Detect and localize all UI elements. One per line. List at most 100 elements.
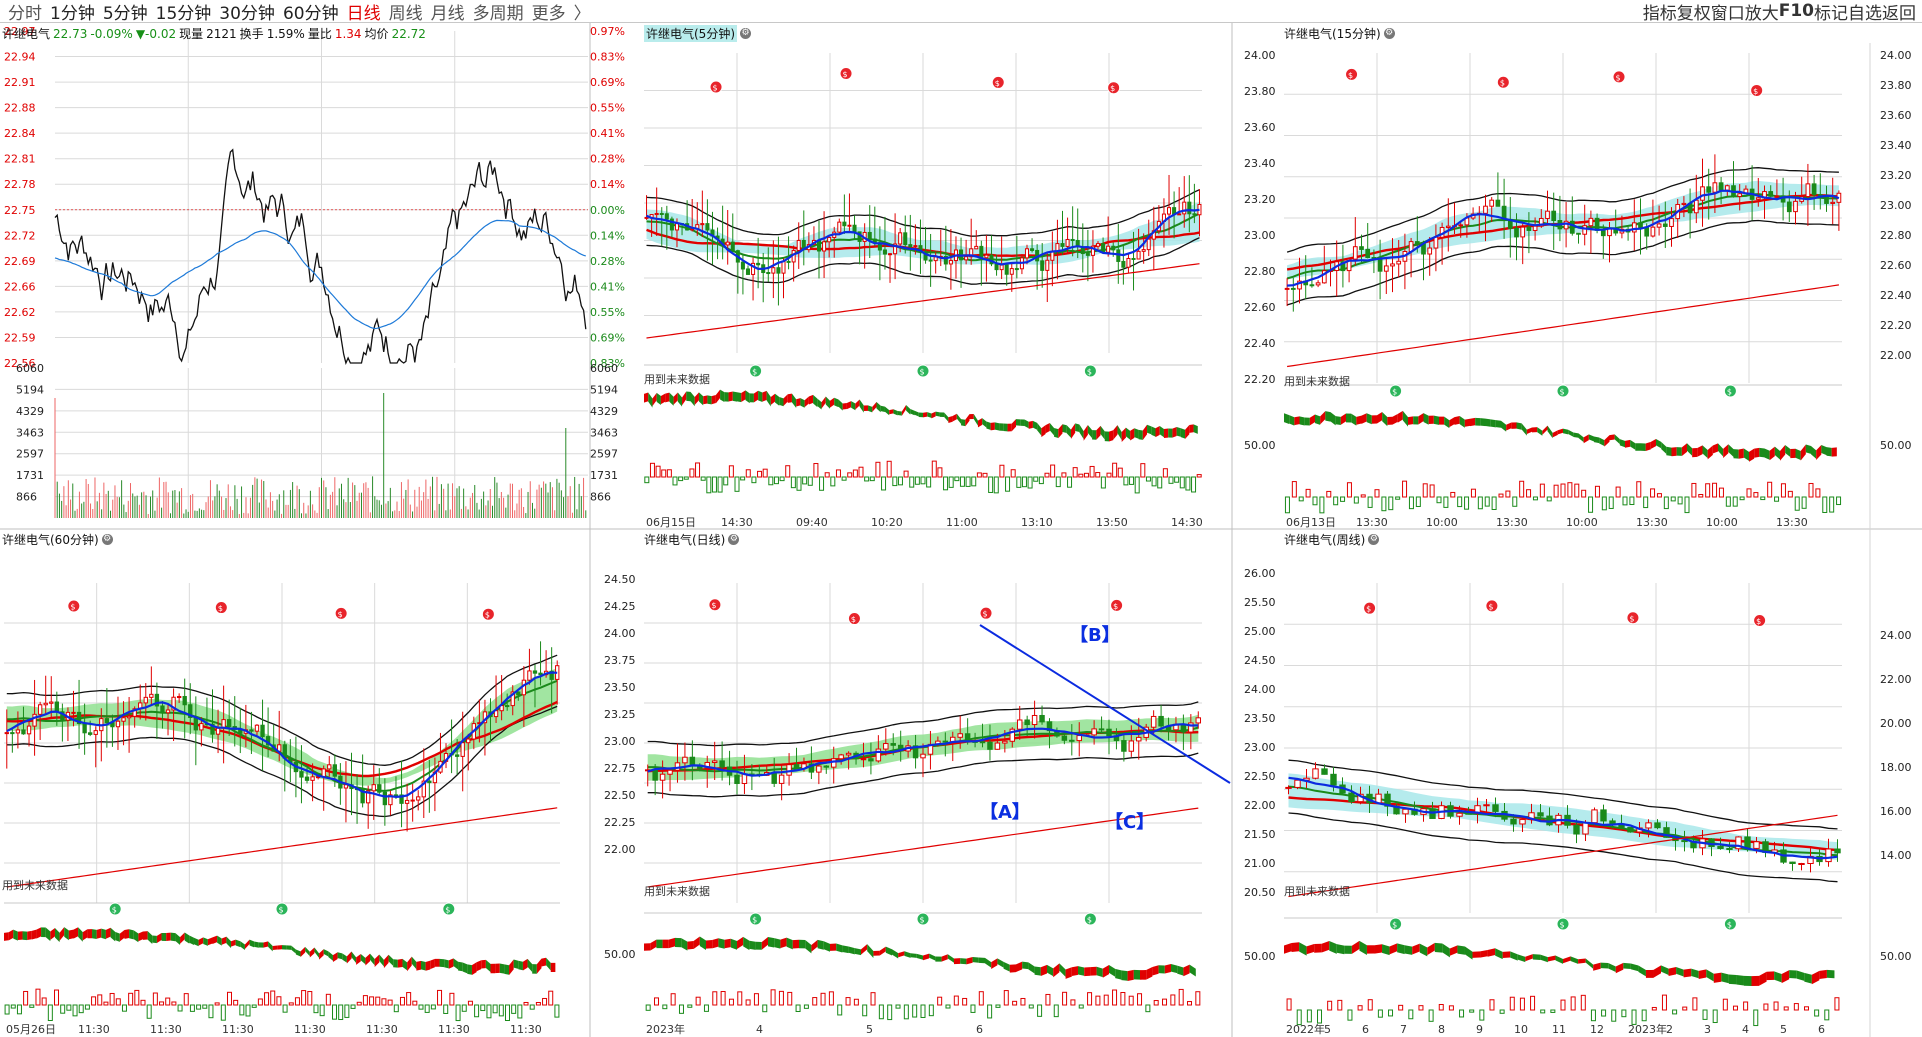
- weekly-osc-coin: [1556, 917, 1570, 931]
- settings-icon[interactable]: ⚙: [728, 534, 740, 545]
- m5-osc-ribbon: [1104, 431, 1109, 442]
- daily-osc-ribbon: [1040, 964, 1047, 976]
- m60-osc-ribbon: [402, 958, 408, 971]
- volume-axis-label: 1731: [16, 469, 44, 482]
- indicator-button[interactable]: 指标: [1642, 3, 1677, 24]
- weekly-osc-ribbon: [1676, 966, 1684, 977]
- daily-osc-bar: [1070, 999, 1076, 1006]
- m5-osc-bar: [1100, 476, 1106, 489]
- daily-osc-ribbon: [1127, 969, 1134, 981]
- m15-osc-bar: [1691, 482, 1697, 498]
- daily-osc-bar: [862, 1004, 868, 1017]
- volume-axis-label: 2597: [16, 448, 44, 461]
- m5-cloud: [646, 201, 1200, 265]
- settings-icon[interactable]: ⚙: [1368, 534, 1380, 545]
- tab-daily[interactable]: 日线: [346, 3, 381, 24]
- m5-osc-ribbon: [804, 396, 809, 408]
- weekly-osc-ribbon: [1623, 962, 1631, 970]
- daily-osc-ribbon: [972, 956, 979, 963]
- m5-osc-ribbon: [1189, 424, 1194, 433]
- time-axis-label: 14:30: [721, 516, 753, 529]
- tab-more[interactable]: 更多: [531, 3, 566, 24]
- tab-weekly[interactable]: 周线: [388, 3, 423, 24]
- m15-candle: [1644, 227, 1650, 237]
- tab-1min[interactable]: 1分钟: [50, 3, 95, 24]
- weekly-osc-ribbon: [1502, 951, 1511, 958]
- m5-upper-band: [646, 189, 1200, 237]
- settings-icon[interactable]: ⚙: [1383, 28, 1395, 39]
- m60-osc-bar: [338, 1004, 344, 1021]
- m5-osc-ribbon: [973, 414, 978, 426]
- m5-title[interactable]: 许继电气(5分钟) ⚙: [644, 25, 751, 42]
- m5-osc-ribbon: [1096, 425, 1101, 440]
- m15-osc-bar: [1622, 496, 1628, 506]
- m15-candle: [1290, 287, 1296, 290]
- tab-multi-period[interactable]: 多周期: [472, 3, 524, 24]
- m15-candle: [1805, 183, 1811, 198]
- daily-osc-ribbon: [1016, 961, 1023, 973]
- daily-osc-ribbon: [780, 937, 787, 949]
- pct-axis-label: 0.55%: [590, 102, 625, 115]
- m60-osc-ribbon: [50, 927, 55, 940]
- tab-30min[interactable]: 30分钟: [219, 3, 275, 24]
- m5-osc-bar: [1016, 476, 1022, 488]
- m15-osc-ribbon: [1299, 416, 1305, 426]
- f10-button[interactable]: F10: [1778, 1, 1814, 21]
- restore-rights-button[interactable]: 复权: [1676, 3, 1711, 24]
- tab-5min[interactable]: 5分钟: [102, 3, 148, 24]
- m5-osc-ribbon: [1058, 424, 1063, 439]
- m15-candle: [1786, 201, 1792, 213]
- back-button[interactable]: 返回: [1882, 3, 1916, 24]
- m60-osc-ribbon: [68, 929, 74, 940]
- m60-osc-ribbon: [78, 927, 83, 942]
- more-arrow-icon[interactable]: 〉: [573, 3, 591, 24]
- m5-osc-bar: [1027, 476, 1033, 489]
- m5-osc-bar: [903, 470, 909, 478]
- m5-osc-ribbon: [952, 413, 957, 422]
- m60-title[interactable]: 许继电气(60分钟) ⚙: [2, 531, 113, 548]
- tab-60min[interactable]: 60分钟: [282, 3, 339, 24]
- m15-title[interactable]: 许继电气(15分钟) ⚙: [1284, 25, 1395, 42]
- m60-candle: [115, 720, 121, 728]
- time-axis-label: 2023年: [1628, 1022, 1667, 1036]
- m15-osc-ribbon: [1759, 447, 1765, 458]
- m15-signal-coin-glyph: $: [1616, 73, 1621, 82]
- window-zoom-button[interactable]: 窗口放大: [1710, 3, 1779, 24]
- m60-candle: [93, 730, 98, 735]
- weekly-osc-ribbon: [1510, 951, 1518, 961]
- m5-osc-bar: [875, 461, 881, 478]
- m60-osc-ribbon: [527, 958, 533, 973]
- mark-button[interactable]: 标记: [1814, 3, 1848, 24]
- weekly-candle: [1753, 841, 1760, 849]
- m5-osc-ribbon: [644, 392, 649, 403]
- tab-monthly[interactable]: 月线: [430, 3, 465, 24]
- settings-icon[interactable]: ⚙: [101, 534, 113, 545]
- m60-osc-coin-glyph: $: [112, 906, 117, 915]
- m15-osc-ribbon: [1831, 447, 1837, 457]
- m5-osc-ribbon: [834, 397, 839, 408]
- daily-osc-ribbon: [1047, 964, 1054, 977]
- pct-axis-label: 0.69%: [590, 76, 625, 89]
- m15-osc-bar: [1346, 482, 1352, 498]
- m60-osc-ribbon: [143, 931, 148, 940]
- m5-candle: [740, 261, 745, 270]
- m5-osc-ribbon: [1049, 422, 1055, 436]
- m15-osc-ribbon: [1666, 446, 1672, 457]
- daily-osc-ribbon: [1183, 964, 1190, 977]
- weekly-title[interactable]: 许继电气(周线) ⚙: [1284, 531, 1380, 548]
- m15-osc-coin-glyph: $: [1727, 388, 1732, 397]
- m5-osc-bar: [1095, 472, 1101, 478]
- tab-fenshi[interactable]: 分时: [8, 3, 42, 24]
- settings-icon[interactable]: ⚙: [740, 28, 751, 39]
- daily-title[interactable]: 许继电气(日线) ⚙: [644, 531, 740, 548]
- m15-osc-bar: [1760, 496, 1766, 501]
- watchlist-button[interactable]: 自选: [1848, 3, 1882, 24]
- m15-candle: [1284, 287, 1290, 290]
- m5-osc-ribbon: [910, 409, 915, 416]
- m60-osc-ribbon: [444, 959, 449, 969]
- m15-osc-coin: [1389, 384, 1403, 398]
- tab-15min[interactable]: 15分钟: [155, 3, 212, 24]
- chart-canvas[interactable]: 22.97 22.94 22.91 22.88 22.84 22.81 22.78 22.75…: [0, 23, 1922, 1037]
- m5-osc-ribbon: [825, 396, 830, 409]
- price-axis-label: 24.50: [604, 573, 636, 586]
